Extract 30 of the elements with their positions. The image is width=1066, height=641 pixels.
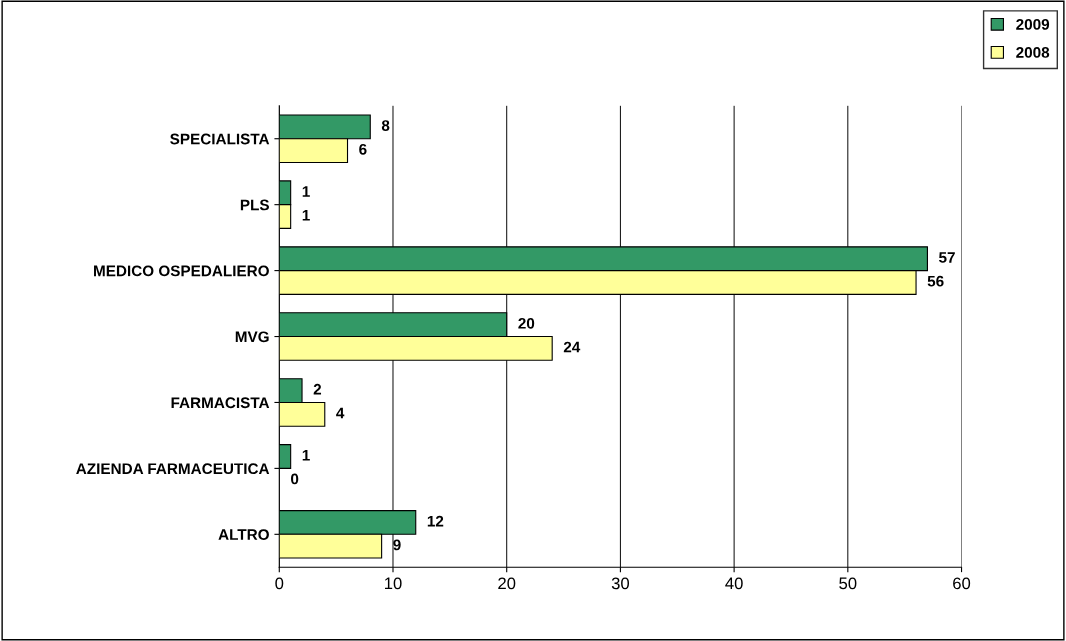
y-tick-label: MVG — [235, 331, 269, 343]
data-label: 4 — [336, 407, 345, 419]
x-tick-label: 30 — [611, 577, 630, 590]
data-label: 12 — [427, 515, 444, 527]
x-tick-label: 40 — [725, 577, 743, 590]
x-tick-label: 0 — [275, 577, 284, 590]
x-tick-label: 10 — [385, 577, 402, 590]
y-tick-label: SPECIALISTA — [170, 133, 270, 145]
data-label: 20 — [518, 317, 535, 329]
data-label: 1 — [302, 186, 310, 197]
data-label: 2 — [313, 383, 322, 395]
x-tick-label: 60 — [953, 577, 971, 590]
legend-label: 2008 — [1016, 47, 1050, 58]
y-tick-label: FARMACISTA — [171, 397, 270, 409]
data-label: 9 — [393, 539, 401, 551]
y-tick-label: ALTRO — [218, 529, 269, 541]
data-label: 6 — [359, 143, 367, 155]
data-label: 24 — [563, 341, 581, 353]
data-label: 1 — [302, 209, 310, 221]
data-label: 1 — [302, 449, 310, 461]
data-label: 56 — [927, 275, 944, 287]
x-tick-label: 50 — [839, 577, 857, 590]
x-tick-label: 20 — [498, 577, 516, 590]
data-label: 0 — [291, 473, 299, 485]
y-tick-label: AZIENDA FARMACEUTICA — [76, 463, 270, 475]
y-tick-label: MEDICO OSPEDALIERO — [94, 265, 269, 277]
data-label: 57 — [939, 252, 955, 263]
data-label: 8 — [381, 120, 390, 131]
y-tick-label: PLS — [240, 199, 269, 211]
legend-label: 2009 — [1016, 18, 1050, 30]
